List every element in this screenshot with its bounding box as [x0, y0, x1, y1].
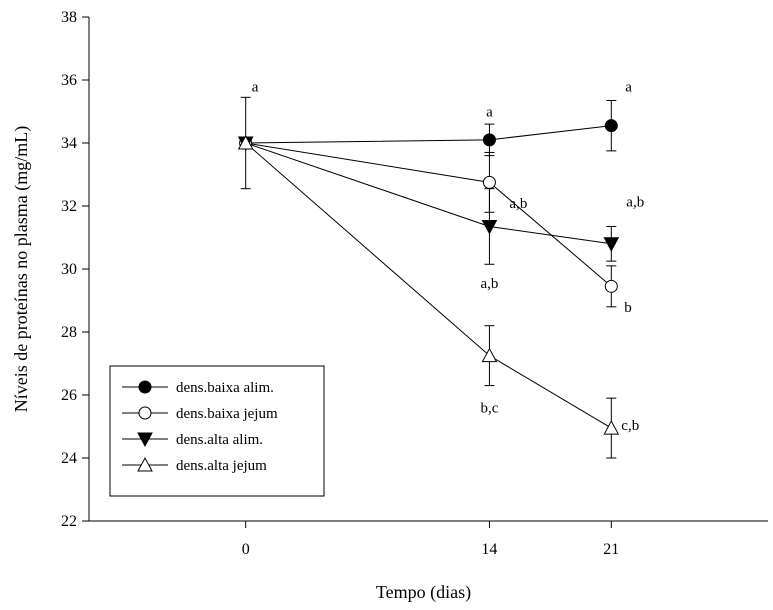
legend-item: dens.baixa jejum [122, 406, 278, 422]
series-3-points [237, 136, 620, 252]
annotation-label: a [252, 79, 259, 95]
series-4-points [237, 134, 620, 435]
x-tick-label: 21 [603, 541, 619, 558]
data-series [237, 96, 620, 459]
series-3-line [245, 142, 612, 245]
annotation-label: b [624, 300, 632, 316]
axes: 22 24 26 28 30 32 34 36 38 0 14 21 [61, 9, 768, 558]
y-tick-label: 24 [61, 450, 77, 467]
y-tick-label: 30 [61, 261, 77, 278]
data-point [603, 420, 620, 435]
legend-item: dens.alta jejum [122, 456, 267, 474]
data-point [603, 237, 620, 252]
series-1-line [245, 125, 612, 144]
legend-marker [137, 456, 153, 472]
data-point [237, 134, 254, 150]
y-tick-label: 22 [61, 513, 77, 530]
legend-label: dens.baixa alim. [176, 380, 274, 396]
legend-label: dens.alta jejum [176, 458, 267, 474]
x-tick-label: 0 [242, 541, 250, 558]
y-tick-label: 28 [61, 324, 77, 341]
legend-marker [138, 406, 152, 420]
series-2-line [245, 142, 612, 287]
data-point [604, 279, 618, 293]
data-point [481, 219, 498, 235]
annotation-label: a,b [509, 196, 527, 212]
legend: dens.baixa alim. dens.baixa jejum dens.alt… [109, 365, 325, 497]
legend-item: dens.alta alim. [122, 432, 263, 448]
data-point [481, 347, 498, 363]
data-point [482, 175, 496, 189]
annotation-label: a,b [480, 276, 498, 292]
annotations: a a a a,b a,b b a,b b,c c,b [252, 79, 645, 434]
annotation-label: a,b [626, 194, 644, 210]
y-tick-label: 34 [61, 135, 77, 152]
legend-marker [138, 380, 152, 394]
annotation-label: c,b [621, 418, 639, 434]
legend-item: dens.baixa alim. [122, 380, 274, 396]
series-2-errorbars [484, 151, 617, 308]
annotation-label: a [486, 105, 493, 121]
series-1-errorbars [484, 99, 617, 157]
y-tick-label: 26 [61, 387, 77, 404]
legend-marker [137, 432, 153, 448]
y-tick-label: 32 [61, 198, 77, 215]
y-axis-title: Níveis de proteínas no plasma (mg/mL) [11, 126, 32, 412]
annotation-label: b,c [480, 401, 498, 417]
legend-label: dens.alta alim. [176, 432, 263, 448]
series-3-errorbars [240, 96, 617, 265]
annotation-label: a [625, 79, 632, 95]
y-tick-label: 36 [61, 72, 77, 89]
x-tick-label: 14 [481, 541, 497, 558]
series-1-points [239, 119, 618, 150]
data-point [482, 133, 496, 147]
x-axis-title: Tempo (dias) [376, 582, 471, 603]
data-point [604, 119, 618, 133]
legend-label: dens.baixa jejum [176, 406, 278, 422]
y-tick-label: 38 [61, 9, 77, 26]
